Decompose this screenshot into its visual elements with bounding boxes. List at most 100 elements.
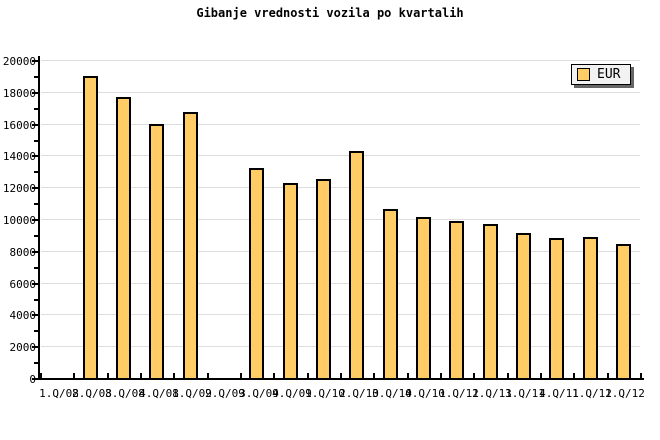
x-tick — [307, 373, 309, 378]
x-tick-label: 2.Q/09 — [205, 387, 245, 400]
bar-1.Q/11 — [449, 221, 464, 378]
y-tick-label: 10000 — [2, 214, 36, 227]
x-tick — [340, 373, 342, 378]
x-tick — [440, 373, 442, 378]
bar-2.Q/10 — [349, 151, 364, 378]
major-gridline — [41, 60, 640, 61]
y-minor-tick — [34, 140, 38, 142]
y-major-tick — [32, 378, 38, 380]
x-tick — [373, 373, 375, 378]
x-tick — [607, 373, 609, 378]
y-major-tick — [32, 187, 38, 189]
bar-4.Q/08 — [149, 124, 164, 378]
bar-4.Q/09 — [283, 183, 298, 378]
y-major-tick — [32, 219, 38, 221]
major-gridline — [41, 187, 640, 188]
y-minor-tick — [34, 299, 38, 301]
major-gridline — [41, 283, 640, 284]
y-minor-tick — [34, 203, 38, 205]
y-tick-label: 2000 — [9, 341, 37, 354]
major-gridline — [41, 251, 640, 252]
y-tick-label: 6000 — [9, 278, 37, 291]
y-tick-label: 12000 — [2, 182, 36, 195]
x-tick — [407, 373, 409, 378]
y-minor-tick — [34, 267, 38, 269]
y-tick-label: 16000 — [2, 119, 36, 132]
bar-3.Q/09 — [249, 168, 264, 378]
x-tick — [473, 373, 475, 378]
x-tick — [107, 373, 109, 378]
x-tick-label: 3.Q/08 — [105, 387, 145, 400]
legend-box: EUR — [571, 64, 631, 85]
x-tick-label: 3.Q/11 — [505, 387, 545, 400]
y-minor-tick — [34, 362, 38, 364]
x-tick-label: 2.Q/08 — [72, 387, 112, 400]
x-tick-label: 2.Q/11 — [472, 387, 512, 400]
x-tick — [240, 373, 242, 378]
x-tick-label: 2.Q/10 — [339, 387, 379, 400]
bar-4.Q/10 — [416, 217, 431, 378]
x-tick-label: 3.Q/09 — [239, 387, 279, 400]
x-tick — [573, 373, 575, 378]
y-tick-label: 14000 — [2, 150, 36, 163]
y-major-tick — [32, 60, 38, 62]
bar-1.Q/12 — [616, 244, 631, 378]
major-gridline — [41, 155, 640, 156]
bar-3.Q/08 — [116, 97, 131, 378]
bar-3.Q/10 — [383, 209, 398, 378]
x-tick — [173, 373, 175, 378]
x-tick-label: 4.Q/10 — [405, 387, 445, 400]
major-gridline — [41, 346, 640, 347]
x-tick-label: 4.Q/09 — [272, 387, 312, 400]
bar-1.Q/12 — [583, 237, 598, 378]
x-tick — [640, 373, 642, 378]
x-tick-label: 1.Q/10 — [305, 387, 345, 400]
x-tick-label: 1.Q/09 — [172, 387, 212, 400]
y-tick-label: 4000 — [9, 309, 37, 322]
x-tick-label: 1.Q/12 — [572, 387, 612, 400]
x-tick — [73, 373, 75, 378]
major-gridline — [41, 124, 640, 125]
x-tick — [273, 373, 275, 378]
y-minor-tick — [34, 76, 38, 78]
x-tick — [207, 373, 209, 378]
y-tick-label: 8000 — [9, 246, 37, 259]
y-major-tick — [32, 92, 38, 94]
y-minor-tick — [34, 235, 38, 237]
major-gridline — [41, 92, 640, 93]
major-gridline — [41, 219, 640, 220]
legend-swatch-eur — [577, 68, 590, 81]
x-tick-label: 3.Q/10 — [372, 387, 412, 400]
x-tick-label: 4.Q/08 — [139, 387, 179, 400]
x-tick-label: 1.Q/11 — [439, 387, 479, 400]
y-tick-label: 18000 — [2, 87, 36, 100]
x-axis-line — [38, 378, 644, 380]
bar-2.Q/08 — [83, 76, 98, 378]
y-major-tick — [32, 124, 38, 126]
y-major-tick — [32, 283, 38, 285]
legend-label-eur: EUR — [597, 67, 621, 82]
y-axis-line — [38, 56, 40, 380]
y-minor-tick — [34, 330, 38, 332]
y-minor-tick — [34, 171, 38, 173]
x-tick-label: 4.Q/11 — [539, 387, 579, 400]
bar-1.Q/10 — [316, 179, 331, 378]
y-tick-label: 20000 — [2, 55, 36, 68]
bar-1.Q/09 — [183, 112, 198, 378]
x-tick-label: 1.Q/08 — [39, 387, 79, 400]
x-tick-label: 1.Q/12 — [605, 387, 645, 400]
chart-title: Gibanje vrednosti vozila po kvartalih — [196, 6, 464, 20]
y-tick-label: 0 — [29, 373, 36, 386]
major-gridline — [41, 314, 640, 315]
y-major-tick — [32, 155, 38, 157]
y-major-tick — [32, 346, 38, 348]
bar-3.Q/11 — [516, 233, 531, 378]
bar-2.Q/11 — [483, 224, 498, 378]
x-tick — [140, 373, 142, 378]
y-major-tick — [32, 314, 38, 316]
x-tick — [40, 373, 42, 378]
x-tick — [540, 373, 542, 378]
bar-4.Q/11 — [549, 238, 564, 378]
x-tick — [507, 373, 509, 378]
